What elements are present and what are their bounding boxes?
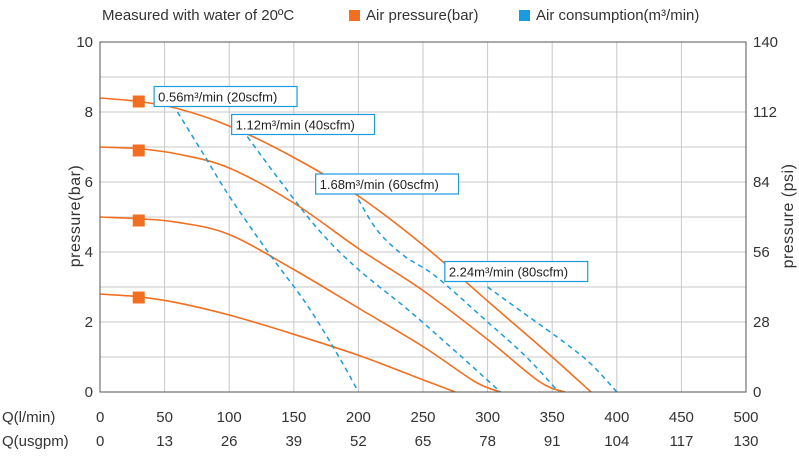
x-tick-usgpm-label: 0: [96, 433, 104, 450]
callout-box: [315, 173, 460, 195]
y-axis-left-title: pressure(bar): [67, 165, 84, 268]
x-axis-row2-label: Q(usgpm): [2, 433, 69, 450]
air-consumption-curve: [357, 199, 560, 393]
air-pressure-marker: [132, 214, 145, 227]
air-consumption-curve: [241, 129, 502, 393]
air-pressure-marker: [132, 95, 145, 108]
callout-label: 1.68m³/min (60scfm): [320, 177, 439, 192]
x-tick-usgpm-label: 117: [669, 433, 693, 450]
callout-box: [153, 85, 298, 108]
y-tick-left-label: 8: [85, 104, 93, 121]
x-tick-usgpm-label: 39: [285, 433, 302, 450]
y-tick-left-label: 2: [85, 314, 93, 331]
air-pressure-curve: [99, 293, 456, 393]
y-tick-left-label: 10: [76, 34, 93, 51]
legend-consumption-swatch: [519, 10, 530, 21]
y-tick-left-label: 6: [85, 174, 93, 191]
y-tick-right-label: 0: [753, 384, 761, 401]
x-tick-usgpm-label: 13: [156, 433, 173, 450]
y-tick-right-label: 112: [753, 104, 777, 121]
legend-pressure-swatch: [349, 10, 360, 21]
x-tick-lmin-label: 200: [346, 409, 371, 426]
marker-group: [132, 95, 145, 304]
x-tick-lmin-label: 300: [475, 409, 500, 426]
x-tick-lmin-label: 0: [96, 409, 104, 426]
x-tick-lmin-label: 400: [604, 409, 629, 426]
callout-box: [231, 113, 376, 136]
callout-label: 1.12m³/min (40scfm): [236, 118, 355, 133]
callout-label: 2.24m³/min (80scfm): [449, 265, 568, 280]
callout-box: [444, 260, 589, 283]
x-axis-row1-label: Q(l/min): [2, 409, 55, 426]
x-tick-usgpm-label: 91: [544, 433, 561, 450]
x-tick-lmin-label: 450: [669, 409, 694, 426]
air-pressure-marker: [132, 291, 145, 304]
y-tick-left-label: 0: [85, 384, 93, 401]
x-tick-usgpm-label: 65: [415, 433, 432, 450]
callout-label: 0.56m³/min (20scfm): [158, 90, 277, 105]
air-consumption-curve: [176, 111, 360, 393]
series-group: [99, 97, 618, 393]
x-tick-usgpm-label: 52: [350, 433, 367, 450]
x-tick-lmin-label: 500: [733, 409, 758, 426]
air-pressure-marker: [132, 144, 145, 157]
x-tick-lmin-label: 150: [281, 409, 306, 426]
legend-pressure-label: Air pressure(bar): [366, 7, 479, 24]
annotation-group: 0.56m³/min (20scfm) 1.12m³/min (40scfm) 1.…: [153, 85, 589, 283]
y-tick-right-label: 28: [753, 314, 770, 331]
legend-consumption-label: Air consumption(m³/min): [536, 7, 699, 24]
x-tick-usgpm-label: 78: [479, 433, 496, 450]
x-tick-usgpm-label: 130: [733, 433, 758, 450]
plot-frame: [99, 41, 747, 393]
x-tick-lmin-label: 50: [156, 409, 173, 426]
x-tick-usgpm-label: 104: [604, 433, 629, 450]
x-tick-lmin-label: 350: [540, 409, 565, 426]
y-tick-right-label: 140: [753, 34, 778, 51]
y-tick-left-label: 4: [85, 244, 93, 261]
y-tick-right-label: 56: [753, 244, 770, 261]
x-tick-usgpm-label: 26: [221, 433, 238, 450]
y-tick-right-label: 84: [753, 174, 770, 191]
chart-note: Measured with water of 20ºC: [102, 7, 294, 24]
y-axis-right-title: pressure (psi): [780, 164, 797, 269]
x-tick-lmin-label: 100: [217, 409, 242, 426]
air-pressure-curve: [99, 216, 501, 393]
x-tick-lmin-label: 250: [410, 409, 435, 426]
air-pressure-curve: [99, 146, 566, 393]
